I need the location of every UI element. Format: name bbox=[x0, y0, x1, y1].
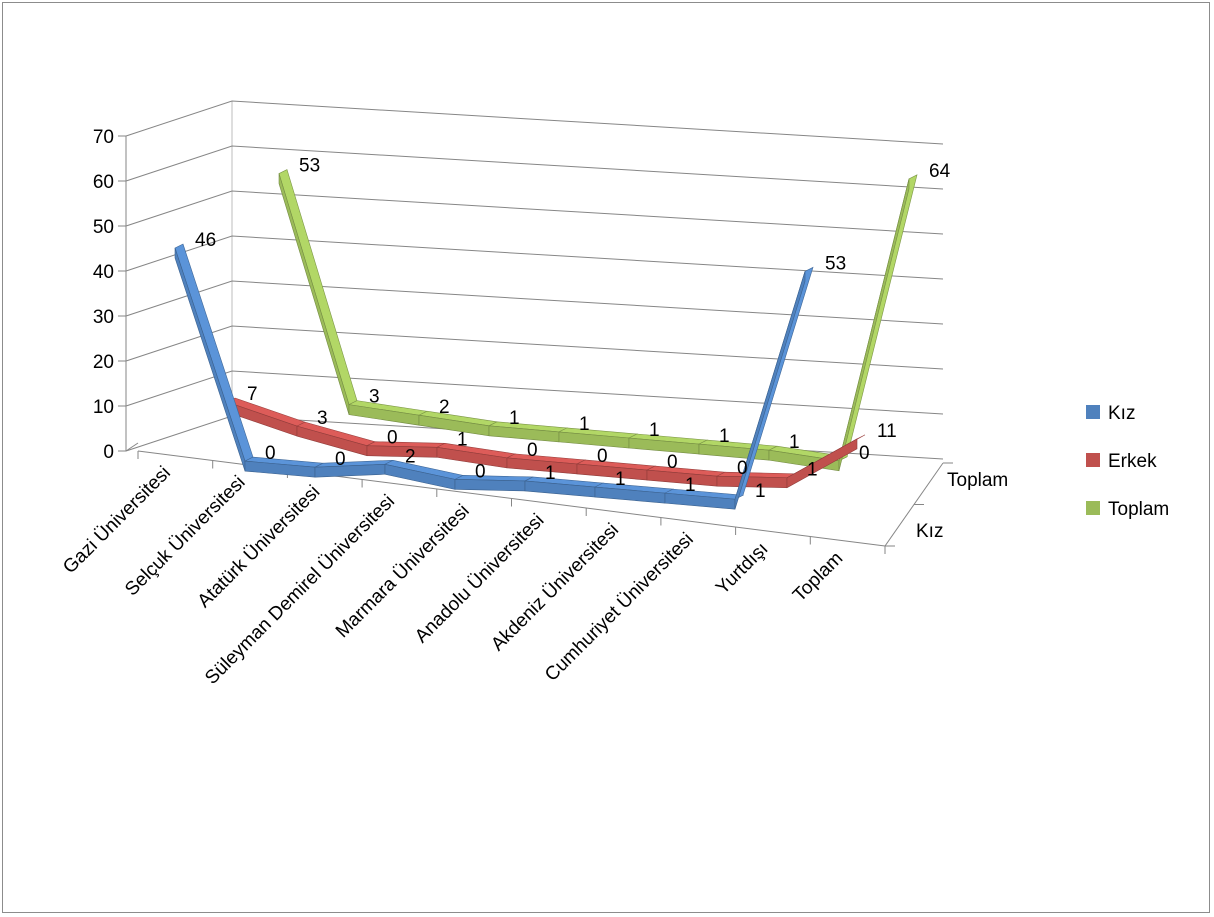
data-label-toplam: 1 bbox=[789, 432, 800, 453]
data-label-toplam: 1 bbox=[649, 420, 660, 441]
y-tick-label: 20 bbox=[93, 352, 114, 373]
gridline bbox=[125, 190, 944, 235]
data-label-kız: 46 bbox=[195, 230, 216, 251]
depth-axis-label: Kız bbox=[916, 521, 943, 542]
data-label-erkek: 0 bbox=[667, 452, 678, 473]
data-label-erkek: 3 bbox=[317, 408, 328, 429]
gridline bbox=[125, 280, 944, 325]
series-erkek bbox=[226, 397, 866, 489]
data-label-toplam: 3 bbox=[369, 387, 380, 408]
gridlines bbox=[125, 100, 944, 460]
series-segment bbox=[278, 173, 350, 415]
y-tick-label: 60 bbox=[93, 172, 114, 193]
series-segment bbox=[734, 271, 806, 510]
data-label-kız: 1 bbox=[755, 481, 766, 502]
series-kız bbox=[174, 243, 814, 510]
data-label-kız: 1 bbox=[685, 475, 696, 496]
series-segment-top bbox=[278, 169, 358, 406]
gridline bbox=[125, 325, 944, 370]
series-toplam bbox=[278, 169, 918, 472]
y-tick-label: 70 bbox=[93, 127, 114, 148]
series-segment bbox=[716, 475, 788, 489]
y-axis-ticks: 0 10 20 30 40 50 60 70 bbox=[93, 127, 126, 463]
y-tick-label: 0 bbox=[103, 442, 114, 463]
data-label-erkek: 0 bbox=[737, 458, 748, 479]
data-label-erkek: 1 bbox=[807, 460, 818, 481]
data-label-erkek: 7 bbox=[247, 384, 258, 405]
gridline bbox=[125, 145, 944, 190]
data-label-erkek: 0 bbox=[597, 446, 608, 467]
legend-label-erkek: Erkek bbox=[1108, 451, 1157, 472]
series-segment bbox=[838, 178, 910, 471]
gridline bbox=[125, 370, 944, 415]
floor-left-edge bbox=[125, 442, 139, 452]
data-label-kız: 1 bbox=[615, 469, 626, 490]
category-label: Toplam bbox=[789, 548, 847, 606]
data-label-toplam: 1 bbox=[509, 408, 520, 429]
category-label: Yurtdışı bbox=[712, 538, 772, 598]
series-segment bbox=[454, 479, 526, 492]
series-segment-top bbox=[174, 243, 254, 462]
gridline bbox=[125, 235, 944, 280]
y-tick-label: 10 bbox=[93, 397, 114, 418]
gridline bbox=[125, 100, 944, 145]
legend: Kız Erkek Toplam bbox=[1086, 403, 1169, 520]
category-label: Cumhuriyet Üniversitesi bbox=[541, 529, 698, 686]
data-label-toplam: 0 bbox=[859, 443, 870, 464]
data-label-kız: 1 bbox=[545, 463, 556, 484]
legend-label-toplam: Toplam bbox=[1108, 499, 1169, 520]
series-segment bbox=[366, 445, 438, 458]
data-label-toplam: 64 bbox=[929, 161, 951, 182]
series-segment bbox=[786, 438, 858, 489]
depth-axis: Kız Toplam bbox=[884, 462, 1008, 547]
series-lines bbox=[174, 169, 918, 510]
data-label-kız: 2 bbox=[405, 446, 416, 467]
data-label-toplam: 2 bbox=[439, 397, 450, 418]
data-label-toplam: 1 bbox=[579, 414, 590, 435]
y-tick-label: 50 bbox=[93, 217, 114, 238]
data-label-erkek: 0 bbox=[527, 440, 538, 461]
y-tick-label: 30 bbox=[93, 307, 114, 328]
data-label-erkek: 1 bbox=[457, 429, 468, 450]
legend-swatch-toplam bbox=[1086, 501, 1100, 515]
data-label-toplam: 53 bbox=[299, 156, 320, 177]
data-label-erkek: 0 bbox=[387, 428, 398, 449]
data-label-kız: 0 bbox=[335, 449, 346, 470]
data-label-kız: 0 bbox=[265, 443, 276, 464]
data-label-erkek: 11 bbox=[877, 421, 897, 442]
data-label-kız: 0 bbox=[475, 461, 486, 482]
depth-axis-label: Toplam bbox=[947, 470, 1008, 491]
legend-label-kız: Kız bbox=[1108, 403, 1135, 424]
data-label-kız: 53 bbox=[825, 253, 846, 274]
legend-swatch-erkek bbox=[1086, 453, 1100, 467]
data-label-toplam: 1 bbox=[719, 426, 730, 447]
legend-swatch-kız bbox=[1086, 405, 1100, 419]
y-tick-label: 40 bbox=[93, 262, 114, 283]
